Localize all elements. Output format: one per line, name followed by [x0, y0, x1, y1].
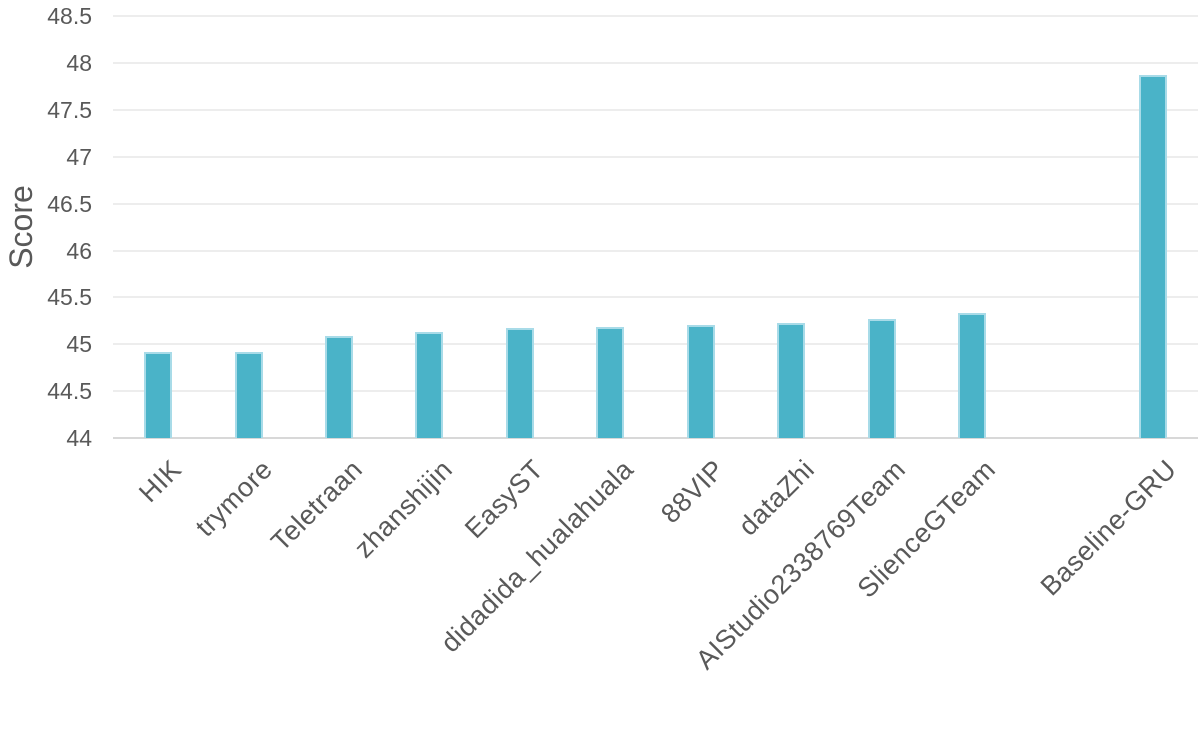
bar [325, 335, 354, 438]
gridline [113, 202, 1198, 205]
bar [505, 328, 534, 438]
x-category-label: Baseline-GRU [1034, 454, 1182, 602]
bar [867, 319, 896, 438]
gridline [113, 343, 1198, 346]
y-tick-label: 47.5 [47, 97, 92, 124]
bar [686, 324, 715, 438]
y-tick-label: 48 [66, 50, 92, 77]
y-tick-label: 45 [66, 331, 92, 358]
bar [415, 332, 444, 438]
y-tick-label: 46.5 [47, 190, 92, 217]
x-axis-line [113, 437, 1198, 439]
gridline [113, 155, 1198, 158]
gridline [113, 15, 1198, 18]
gridline [113, 296, 1198, 299]
bar [144, 351, 173, 438]
y-tick-label: 47 [66, 143, 92, 170]
y-tick-label: 48.5 [47, 3, 92, 30]
y-tick-label: 46 [66, 237, 92, 264]
y-tick-label: 44 [66, 425, 92, 451]
gridline [113, 390, 1198, 393]
bar [957, 313, 986, 438]
bar [1138, 75, 1167, 438]
y-tick-label: 44.5 [47, 378, 92, 405]
bar [596, 327, 625, 438]
gridline [113, 249, 1198, 252]
gridline [113, 109, 1198, 112]
y-tick-label: 45.5 [47, 284, 92, 311]
bar [777, 322, 806, 438]
bar [234, 351, 263, 438]
gridline [113, 62, 1198, 65]
